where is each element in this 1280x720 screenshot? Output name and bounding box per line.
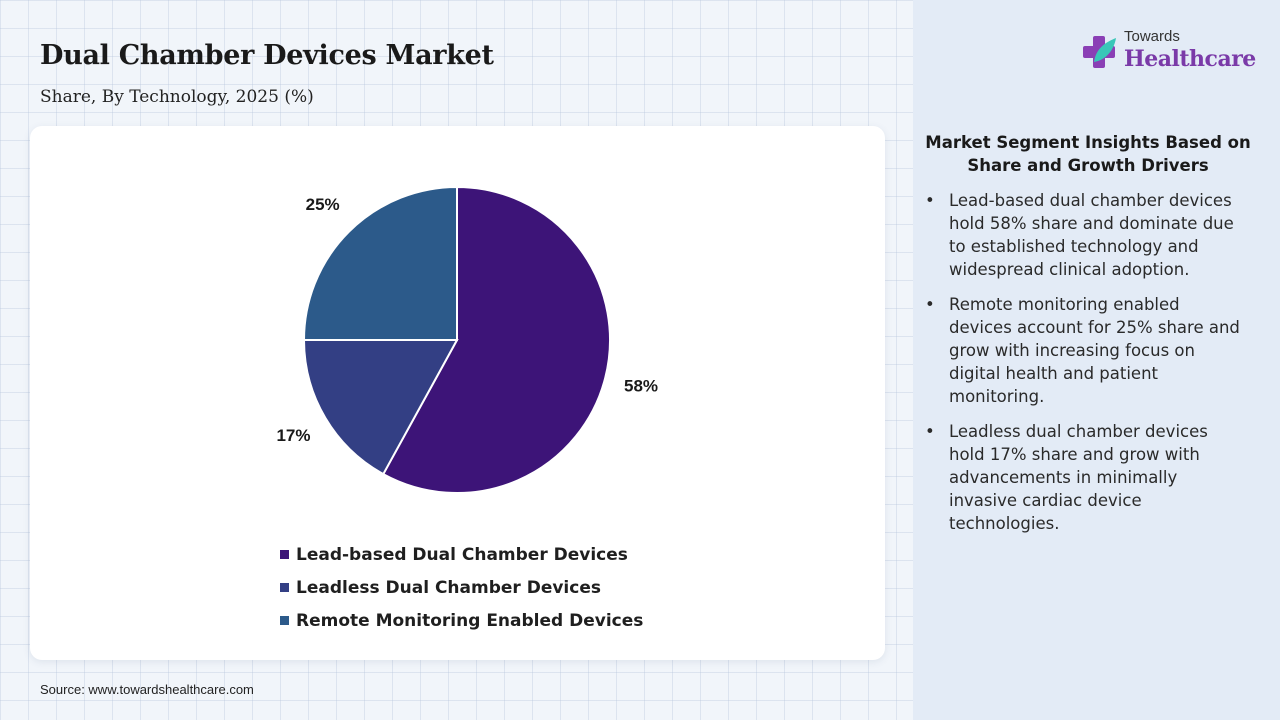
insight-item: • Lead-based dual chamber devices hold 5… xyxy=(925,189,1245,281)
pie-chart: 58% 17% 25% xyxy=(276,185,658,494)
cross-leaf-icon xyxy=(1083,36,1116,68)
chart-title: Dual Chamber Devices Market xyxy=(40,40,494,71)
chart-card: 58% 17% 25% Lead-based Dual Chamber Device… xyxy=(30,126,885,660)
insight-text: Remote monitoring enabled devices accoun… xyxy=(949,295,1240,406)
insight-text: Leadless dual chamber devices hold 17% s… xyxy=(949,422,1208,533)
insight-item: • Leadless dual chamber devices hold 17%… xyxy=(925,420,1245,535)
pie-slice-1 xyxy=(302,339,459,476)
insight-text: Lead-based dual chamber devices hold 58%… xyxy=(949,191,1234,279)
legend-item: Lead-based Dual Chamber Devices xyxy=(280,538,643,571)
legend-item: Leadless Dual Chamber Devices xyxy=(280,571,643,604)
slice-label-2: 25% xyxy=(306,195,340,214)
pie-slice-2 xyxy=(302,185,458,341)
source-note: Source: www.towardshealthcare.com xyxy=(40,682,254,697)
slice-label-1: 17% xyxy=(276,426,310,445)
logo-text-main: Healthcare xyxy=(1124,46,1256,72)
insights-list: • Lead-based dual chamber devices hold 5… xyxy=(925,189,1245,547)
chart-subtitle: Share, By Technology, 2025 (%) xyxy=(40,87,314,107)
insight-item: • Remote monitoring enabled devices acco… xyxy=(925,293,1245,408)
legend-swatch xyxy=(280,550,289,559)
chart-legend: Lead-based Dual Chamber Devices Leadless … xyxy=(280,538,643,637)
bullet-marker: • xyxy=(925,191,935,210)
slice-label-0: 58% xyxy=(624,377,658,396)
legend-label: Leadless Dual Chamber Devices xyxy=(296,577,601,598)
legend-label: Lead-based Dual Chamber Devices xyxy=(296,544,628,565)
bullet-marker: • xyxy=(925,295,935,314)
legend-swatch xyxy=(280,616,289,625)
pie-slice-0 xyxy=(381,185,611,494)
insights-title: Market Segment Insights Based on Share a… xyxy=(925,133,1251,175)
logo-text-top: Towards xyxy=(1124,28,1180,45)
legend-item: Remote Monitoring Enabled Devices xyxy=(280,604,643,637)
brand-logo: Towards Healthcare xyxy=(1080,26,1260,78)
bullet-marker: • xyxy=(925,422,935,441)
insights-panel xyxy=(913,0,1280,720)
legend-label: Remote Monitoring Enabled Devices xyxy=(296,610,644,631)
legend-swatch xyxy=(280,583,289,592)
